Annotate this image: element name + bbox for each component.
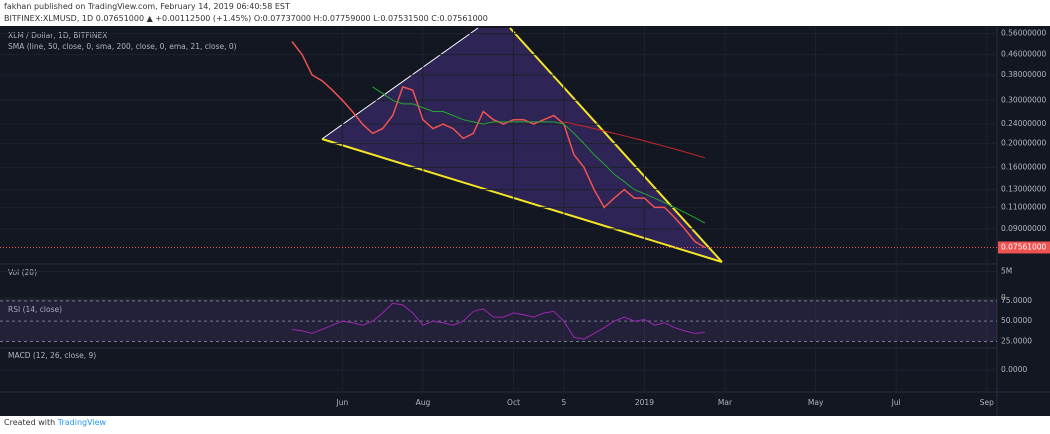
pane-tick-label: 0	[1001, 293, 1006, 302]
author-line: fakhan published on TradingView.com, Feb…	[4, 2, 290, 11]
brand: TradingView	[57, 418, 107, 427]
pane-tick-label: 5M	[1001, 266, 1012, 275]
x-tick-label: Oct	[507, 398, 520, 407]
wedge-resistance	[509, 27, 723, 263]
pane-tick-label: 50.0000	[1001, 316, 1032, 325]
footer: Created with TradingView	[4, 418, 106, 427]
wedge-upper-left	[321, 27, 479, 140]
pane-tick-label: 75.0000	[1001, 296, 1032, 305]
pane-title: MACD (12, 26, close, 9)	[8, 351, 96, 360]
x-tick-label: May	[808, 398, 824, 407]
wedge-support	[321, 138, 723, 263]
rsi-band	[0, 300, 997, 342]
chart-title: XLM / Dollar, 1D, BITFINEX	[8, 31, 107, 40]
x-tick-label: 5	[561, 398, 566, 407]
pane-title: Vol (20)	[8, 268, 37, 277]
chart: XLM / Dollar, 1D, BITFINEX SMA (line, 50…	[0, 26, 1050, 416]
y-tick-label: 0.38000000	[1001, 70, 1047, 79]
rsi-line	[291, 302, 705, 340]
y-tick-label: 0.24000000	[1001, 119, 1047, 128]
background	[0, 26, 1050, 416]
pane-tick-label: 25.0000	[1001, 336, 1032, 345]
pane-title: RSI (14, close)	[8, 305, 62, 314]
last-price-label: 0.07561000	[1001, 242, 1047, 251]
indicator-legend: SMA (line, 50, close, 0, sma, 200, close…	[8, 42, 237, 51]
y-tick-label: 0.46000000	[1001, 50, 1047, 59]
y-tick-label: 0.09000000	[1001, 224, 1047, 233]
symbol-line: BITFINEX:XLMUSD, 1D 0.07651000 ▲ +0.0011…	[4, 14, 488, 23]
y-tick-label: 0.16000000	[1001, 162, 1047, 171]
y-tick-label: 0.13000000	[1001, 185, 1047, 194]
x-tick-label: Mar	[718, 398, 733, 407]
moving-average	[372, 86, 706, 224]
x-tick-label: Aug	[416, 398, 431, 407]
y-tick-label: 0.20000000	[1001, 139, 1047, 148]
last-price-box	[998, 241, 1050, 254]
x-tick-label: Sep	[980, 398, 994, 407]
x-tick-label: Jun	[335, 398, 348, 407]
pane-tick-label: 0.0000	[1001, 365, 1027, 374]
wedge-fill	[322, 28, 722, 262]
y-tick-label: 0.30000000	[1001, 95, 1047, 104]
y-tick-label: 0.11000000	[1001, 202, 1047, 211]
footer-text: Created with	[4, 418, 56, 427]
x-tick-label: 2019	[635, 398, 654, 407]
moving-average	[563, 121, 706, 159]
y-tick-label: 0.56000000	[1001, 29, 1047, 38]
x-tick-label: Jul	[891, 398, 901, 407]
